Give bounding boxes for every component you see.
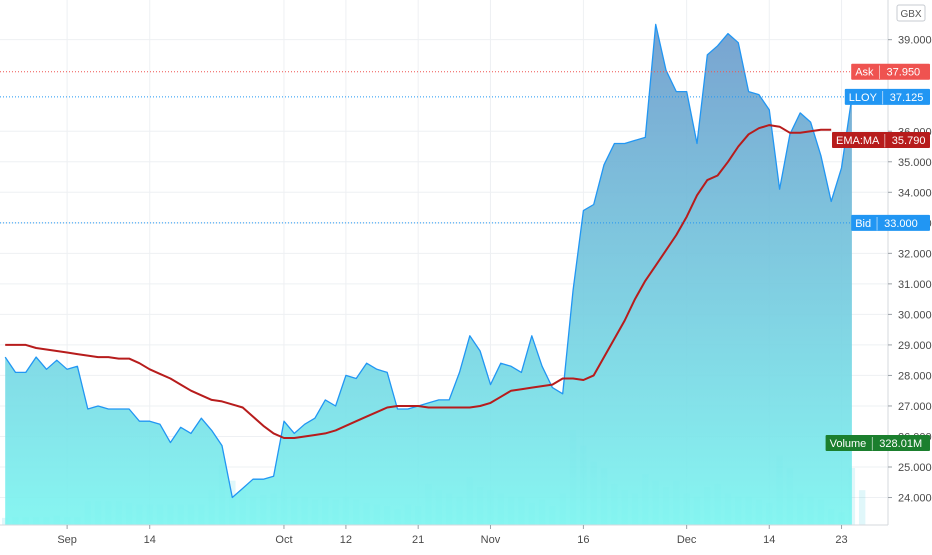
volume-value-tag: Volume │ 328.01M bbox=[830, 436, 923, 451]
ema-line bbox=[5, 124, 832, 439]
bid-price-tag-bg bbox=[851, 214, 930, 231]
volume-bar bbox=[1, 517, 9, 525]
price-area-fill bbox=[5, 24, 852, 526]
volume-value-tag-value: 328.01M bbox=[879, 438, 922, 450]
y-tick-label: 29.000 bbox=[898, 340, 932, 352]
x-tick-label: 14 bbox=[763, 534, 775, 546]
y-tick-label: 39.000 bbox=[898, 35, 932, 47]
volume-value-tag-separator: │ bbox=[866, 436, 879, 451]
x-tick-label: Sep bbox=[57, 534, 77, 546]
bid-price-tag-name: Bid bbox=[855, 218, 871, 230]
ask-price-tag-separator: │ bbox=[874, 65, 887, 80]
last-price-tag-name: LLOY bbox=[849, 92, 878, 104]
x-tick-label: 14 bbox=[144, 534, 156, 546]
last-price-tag-separator: │ bbox=[877, 90, 890, 105]
price-line bbox=[4, 23, 853, 499]
x-tick-label: Oct bbox=[275, 534, 292, 546]
y-tick-label: 32.000 bbox=[898, 248, 932, 260]
ask-price-tag: Ask │ 37.950 bbox=[855, 65, 920, 80]
ema-value-tag: EMA:MA │ 35.790 bbox=[836, 133, 925, 148]
ask-price-tag-value: 37.950 bbox=[887, 67, 921, 79]
ema-value-tag-bg bbox=[832, 132, 930, 148]
y-tick-label: 31.000 bbox=[898, 279, 932, 291]
ask-price-tag-name: Ask bbox=[855, 67, 874, 79]
x-tick-label: 12 bbox=[340, 534, 352, 546]
ask-price-tag-bg bbox=[851, 63, 930, 80]
ema-value-tag-separator: │ bbox=[879, 133, 892, 148]
x-tick-label: Dec bbox=[677, 534, 697, 546]
y-tick-label: 35.000 bbox=[898, 157, 932, 169]
volume-bar bbox=[858, 490, 866, 525]
y-tick-label: 34.000 bbox=[898, 187, 932, 199]
y-tick-label: 24.000 bbox=[898, 493, 932, 505]
ema-value-tag-name: EMA:MA bbox=[836, 135, 880, 147]
y-tick-label: 25.000 bbox=[898, 462, 932, 474]
y-tick-label: 28.000 bbox=[898, 370, 932, 382]
x-tick-label: 23 bbox=[835, 534, 847, 546]
bid-price-tag-separator: │ bbox=[871, 216, 884, 231]
x-tick-label: Nov bbox=[481, 534, 501, 546]
volume-value-tag-name: Volume bbox=[830, 438, 867, 450]
last-price-tag-value: 37.125 bbox=[890, 92, 924, 104]
y-tick-label: 27.000 bbox=[898, 401, 932, 413]
volume-value-tag-bg bbox=[825, 435, 930, 451]
last-price-tag-bg bbox=[844, 88, 930, 105]
last-price-tag: LLOY │ 37.125 bbox=[849, 90, 924, 105]
x-tick-label: 21 bbox=[412, 534, 424, 546]
currency-badge[interactable] bbox=[896, 4, 926, 22]
bid-price-tag: Bid │ 33.000 bbox=[855, 216, 918, 231]
bid-price-tag-value: 33.000 bbox=[884, 218, 918, 230]
x-tick-label: 16 bbox=[577, 534, 589, 546]
ema-value-tag-value: 35.790 bbox=[892, 135, 926, 147]
y-tick-label: 30.000 bbox=[898, 309, 932, 321]
currency-label: GBX bbox=[900, 9, 921, 20]
